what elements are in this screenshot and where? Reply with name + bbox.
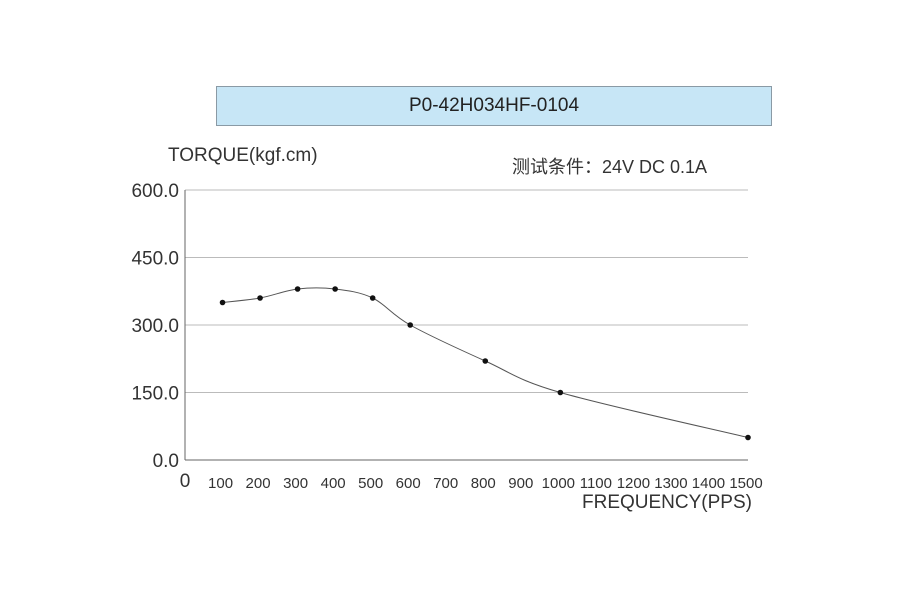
x-axis-label: FREQUENCY(PPS) — [582, 492, 752, 513]
test-condition-annotation: 测试条件：24V DC 0.1A — [512, 157, 708, 177]
x-tick-label: 500 — [358, 475, 383, 492]
x-tick-label: 1500 — [729, 475, 762, 492]
x-tick-label: 1200 — [617, 475, 650, 492]
y-tick-label: 300.0 — [131, 316, 179, 337]
x-tick-label: 600 — [396, 475, 421, 492]
x-tick-label: 1100 — [580, 475, 612, 492]
x-tick-label: 1000 — [542, 475, 575, 492]
data-point — [407, 322, 414, 328]
chart-title: P0-42H034HF-0104 — [216, 86, 772, 126]
data-markers — [219, 286, 751, 441]
y-axis-label: TORQUE(kgf.cm) — [168, 145, 318, 166]
x-tick-label: 0 — [180, 471, 191, 492]
x-tick-label: 300 — [283, 475, 308, 492]
x-tick-label: 400 — [321, 475, 346, 492]
x-tick-label: 800 — [471, 475, 496, 492]
x-tick-label: 1300 — [654, 475, 687, 492]
data-point — [294, 286, 301, 292]
data-point — [257, 295, 263, 301]
data-point — [332, 286, 338, 292]
x-tick-label: 100 — [208, 475, 233, 492]
x-tick-label: 700 — [433, 475, 458, 492]
y-tick-label: 450.0 — [131, 249, 179, 270]
y-tick-label: 600.0 — [131, 181, 179, 202]
axes — [184, 190, 748, 461]
x-tick-label: 900 — [508, 475, 533, 492]
data-point — [219, 299, 226, 306]
x-tick-label: 1400 — [692, 475, 725, 492]
grid-lines — [185, 189, 748, 393]
x-tick-label: 200 — [246, 475, 271, 492]
data-point — [369, 295, 376, 301]
y-tick-label: 150.0 — [131, 384, 179, 405]
y-tick-labels: 0.0 150.0 300.0 450.0 600.0 — [131, 181, 179, 472]
data-point — [482, 358, 489, 364]
data-point — [745, 434, 751, 441]
y-tick-label: 0.0 — [153, 451, 179, 472]
x-tick-labels: 0 100 200 300 400 500 600 700 800 900 1000 1100 1200… — [180, 471, 763, 492]
data-point — [557, 389, 564, 396]
